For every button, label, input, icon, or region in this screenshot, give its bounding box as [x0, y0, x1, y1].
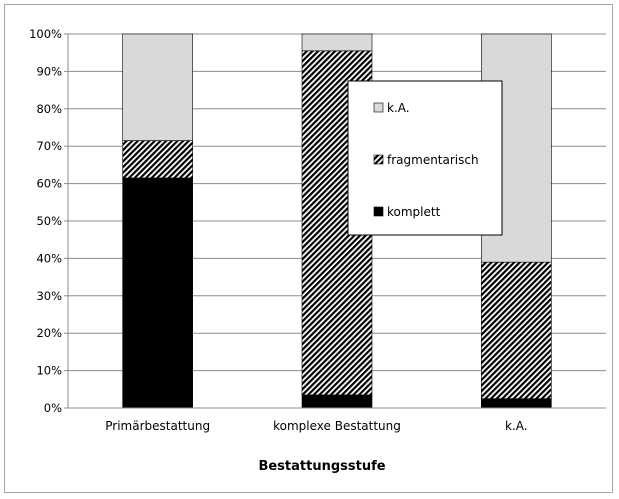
y-tick-label: 70%: [36, 139, 62, 153]
bar-segment-komplett: [122, 177, 193, 409]
axes: [64, 33, 606, 409]
bar-segment-k-a-: [301, 33, 373, 52]
y-axis-tick-labels: 0% 10% 20% 30% 40% 50% 60% 70% 80% 90% 100%: [29, 27, 62, 415]
x-tick-label: komplexe Bestattung: [273, 419, 401, 433]
x-axis-tick-labels: Primärbestattung komplexe Bestattung k.A.: [105, 419, 527, 433]
legend-swatch: [373, 154, 384, 165]
legend-swatch: [373, 102, 384, 113]
legend-label: k.A.: [387, 101, 410, 115]
y-tick-label: 0%: [44, 401, 62, 415]
y-tick-label: 100%: [29, 27, 62, 41]
y-tick-label: 30%: [36, 289, 62, 303]
y-tick-label: 60%: [36, 177, 62, 191]
x-tick-label: k.A.: [505, 419, 528, 433]
legend-swatch: [373, 206, 384, 217]
legend-label: fragmentarisch: [387, 153, 479, 167]
bar-segment-komplett: [301, 394, 373, 409]
y-tick-label: 50%: [36, 214, 62, 228]
bar-segment-fragmentarisch: [481, 261, 552, 399]
bar-segment-k-a-: [122, 33, 193, 141]
y-tick-label: 10%: [36, 364, 62, 378]
bar-segment-komplett: [481, 398, 552, 409]
y-tick-label: 80%: [36, 102, 62, 116]
y-tick-label: 40%: [36, 251, 62, 265]
y-tick-label: 20%: [36, 326, 62, 340]
legend-box: [347, 80, 503, 236]
y-tick-label: 90%: [36, 64, 62, 78]
bar-segment-fragmentarisch: [122, 140, 193, 179]
x-tick-label: Primärbestattung: [105, 419, 210, 433]
legend-label: komplett: [387, 205, 441, 219]
x-axis-title: Bestattungsstufe: [258, 459, 385, 474]
legend: k.A. fragmentarisch komplett: [347, 80, 503, 236]
